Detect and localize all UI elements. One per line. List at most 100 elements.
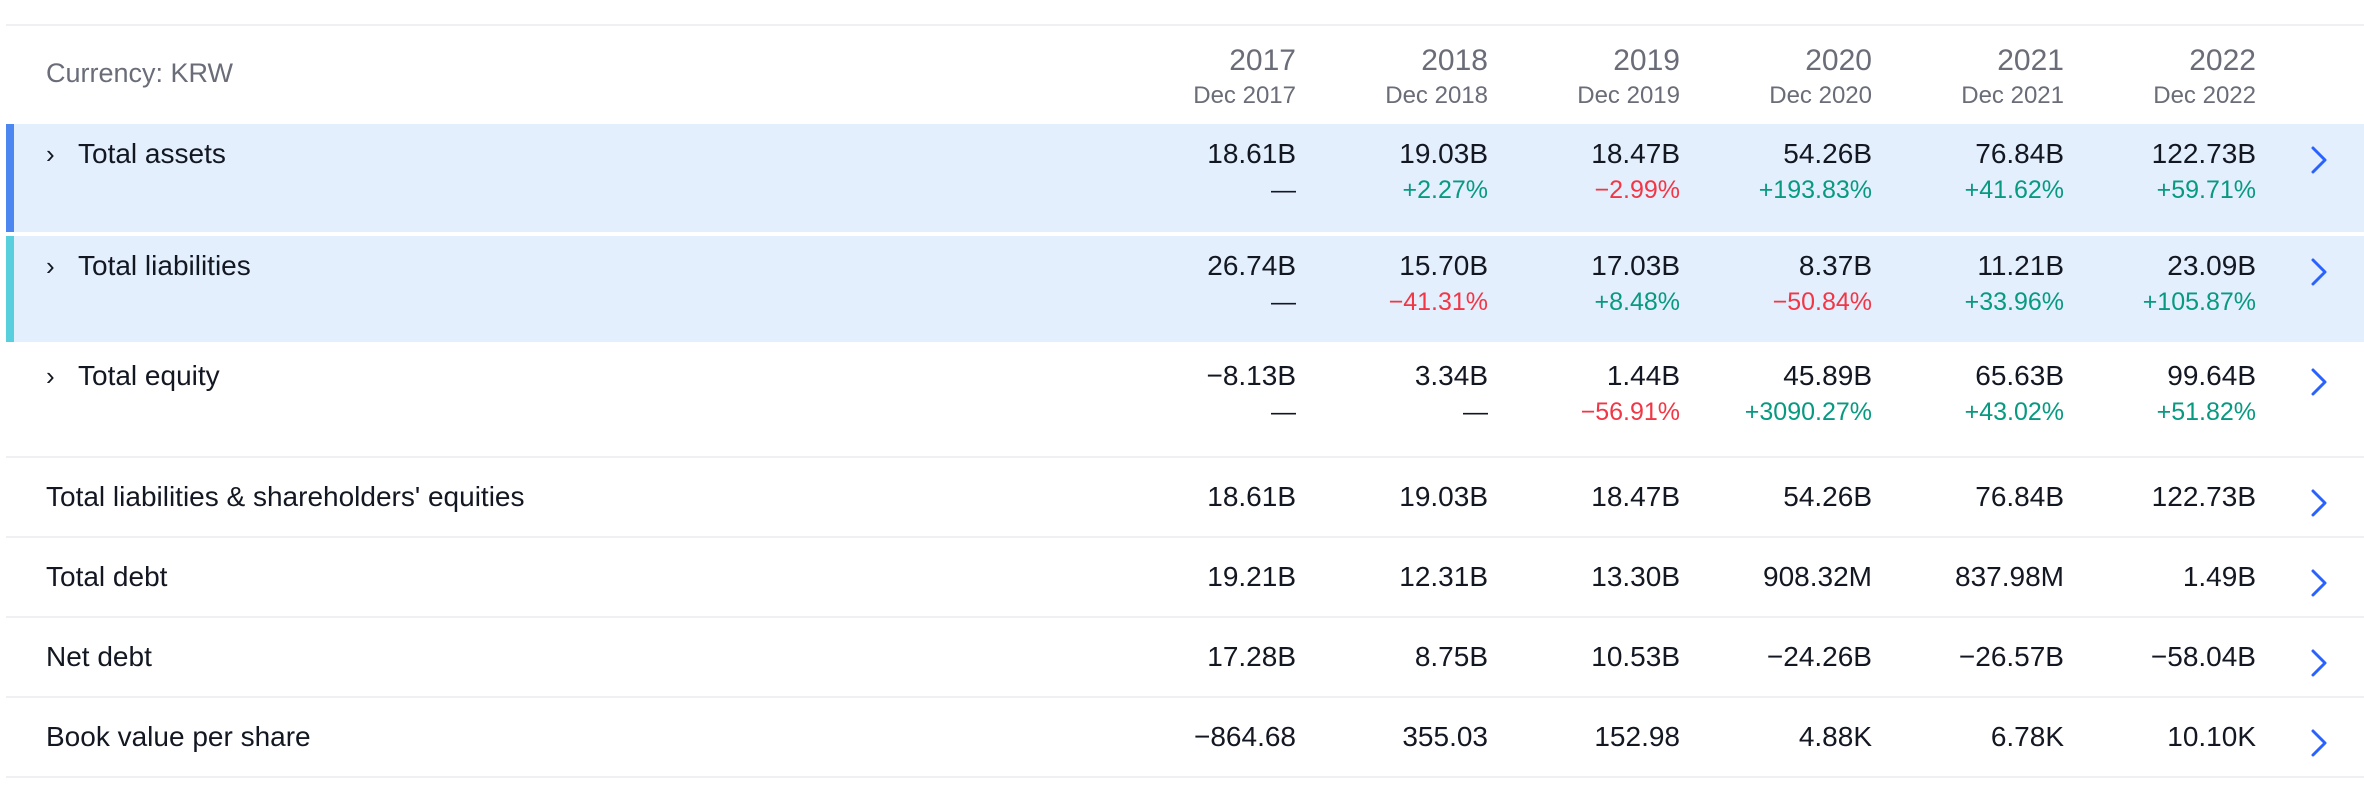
cell-value: 1.49B [2182,561,2256,592]
row-label: Total liabilities & shareholders' equiti… [46,481,525,512]
cell-value: 19.03B [1399,138,1488,169]
cell-value: 99.64B [2167,360,2256,391]
cell-value: 18.61B [1207,138,1296,169]
column-year: 2020 [1805,44,1872,77]
cell-change: +3090.27% [1744,398,1872,426]
cell-value: 76.84B [1975,481,2064,512]
cell-value: 12.31B [1399,561,1488,592]
cell-value: 45.89B [1783,360,1872,391]
column-year: 2017 [1229,44,1296,77]
cell-change: +105.87% [2142,288,2256,316]
cell-value: 8.75B [1414,641,1488,672]
column-period: Dec 2020 [1769,82,1872,109]
row-label[interactable]: Total liabilities [78,250,251,281]
cell-value: 15.70B [1399,250,1488,281]
column-period: Dec 2019 [1577,82,1680,109]
cell-value: 355.03 [1402,721,1488,752]
cell-value: 13.30B [1591,561,1680,592]
cell-change: −2.99% [1594,176,1681,204]
cell-value: 17.28B [1207,641,1296,672]
cell-value: 908.32M [1763,561,1872,592]
chevron-right-icon[interactable] [2306,643,2332,683]
table-row: Net debt 17.28B 8.75B 10.53B −24.26B −26.57B −… [6,618,2364,698]
cell-value: −864.68 [1194,721,1296,752]
chevron-right-icon[interactable] [2306,140,2332,180]
cell-value: 3.34B [1414,360,1488,391]
column-year: 2018 [1421,44,1488,77]
cell-value: 122.73B [2151,138,2256,169]
cell-value: 6.78K [1990,721,2064,752]
expand-chevron-icon[interactable]: › [46,251,55,281]
table-row: Total debt 19.21B 12.31B 13.30B 908.32M 837.9… [6,538,2364,618]
table-row[interactable]: › Total equity −8.13B 3.34B 1.44B 45.89B 65.63… [6,346,2364,458]
row-label[interactable]: Total assets [78,138,226,169]
cell-value: 26.74B [1207,250,1296,281]
cell-change: +51.82% [2156,398,2256,426]
expand-chevron-icon[interactable]: › [46,139,55,169]
cell-change: −50.84% [1772,288,1872,316]
table-row[interactable]: › Total assets 18.61B 19.03B 18.47B 54.26B 76.… [6,124,2364,234]
cell-value: 19.03B [1399,481,1488,512]
cell-change: −56.91% [1580,398,1680,426]
cell-value: 4.88K [1798,721,1872,752]
cell-change: +33.96% [1964,288,2064,316]
column-period: Dec 2022 [2153,82,2256,109]
row-label[interactable]: Total equity [78,360,220,391]
cell-value: −58.04B [2150,641,2256,672]
cell-value: −24.26B [1766,641,1872,672]
cell-change: — [1271,288,1296,316]
cell-change: +41.62% [1964,176,2064,204]
column-period: Dec 2018 [1385,82,1488,109]
cell-value: 10.53B [1591,641,1680,672]
cell-change: — [1463,398,1488,426]
cell-value: 54.26B [1783,138,1872,169]
cell-change: — [1271,398,1296,426]
cell-value: 23.09B [2167,250,2256,281]
cell-change: — [1271,176,1296,204]
chevron-right-icon[interactable] [2306,362,2332,402]
cell-change: +193.83% [1758,176,1872,204]
column-period: Dec 2017 [1193,82,1296,109]
row-label: Book value per share [46,721,311,752]
cell-value: 17.03B [1591,250,1680,281]
cell-value: 837.98M [1955,561,2064,592]
cell-change: +59.71% [2156,176,2256,204]
chevron-right-icon[interactable] [2306,723,2332,763]
series-color-bar [6,236,14,342]
cell-change: +2.27% [1402,176,1489,204]
cell-change: +8.48% [1594,288,1681,316]
table-header: Currency: KRW 2017 Dec 2017 2018 Dec 2018 20… [6,26,2364,122]
currency-label: Currency: KRW [46,58,234,88]
cell-value: 11.21B [1977,250,2064,281]
cell-value: 76.84B [1975,138,2064,169]
table-row: Total liabilities & shareholders' equiti… [6,458,2364,538]
cell-value: −26.57B [1958,641,2064,672]
column-year: 2019 [1613,44,1680,77]
cell-value: 122.73B [2151,481,2256,512]
column-year: 2021 [1997,44,2064,77]
cell-value: −8.13B [1206,360,1296,391]
cell-change: +43.02% [1964,398,2064,426]
cell-value: 1.44B [1606,360,1680,391]
column-year: 2022 [2189,44,2256,77]
top-divider [6,24,2364,26]
chevron-right-icon[interactable] [2306,252,2332,292]
row-label: Net debt [46,641,152,672]
series-color-bar [6,124,14,232]
row-label: Total debt [46,561,168,592]
cell-value: 18.47B [1591,481,1680,512]
cell-value: 8.37B [1798,250,1872,281]
cell-value: 19.21B [1207,561,1296,592]
table-row[interactable]: › Total liabilities 26.74B 15.70B 17.03B 8.37… [6,236,2364,344]
chevron-right-icon[interactable] [2306,563,2332,603]
table-row: Book value per share −864.68 355.03 152.98 4… [6,698,2364,778]
chevron-right-icon[interactable] [2306,483,2332,523]
cell-change: −41.31% [1388,288,1488,316]
expand-chevron-icon[interactable]: › [46,361,55,391]
cell-value: 152.98 [1594,721,1680,752]
cell-value: 18.61B [1207,481,1296,512]
cell-value: 65.63B [1975,360,2064,391]
cell-value: 54.26B [1783,481,1872,512]
cell-value: 10.10K [2167,721,2256,752]
column-period: Dec 2021 [1961,82,2064,109]
